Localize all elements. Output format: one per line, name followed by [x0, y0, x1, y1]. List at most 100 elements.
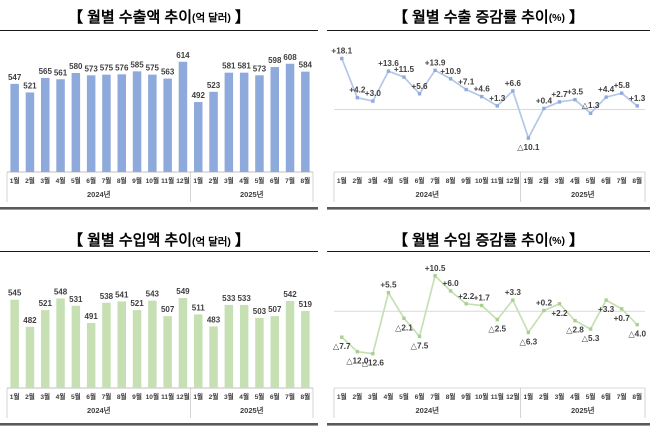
bar-value-label: 614: [176, 51, 190, 60]
bar-value-label: 575: [146, 64, 160, 73]
panel-bottom-rule: [327, 207, 650, 210]
bar-value-label: 547: [8, 73, 22, 82]
month-tick-label: 3월: [368, 176, 378, 185]
month-tick-label: 9월: [132, 176, 142, 185]
panel-export-amount: 【월별 수출액 추이 (억 달러)】 1월 2월 3월 4월 5월 6월 7월 8월 9월 10월 1…: [0, 0, 318, 212]
bar-value-label: 576: [115, 63, 129, 72]
month-tick-label: 2월: [25, 392, 35, 401]
point-value-label: +3.3: [505, 288, 522, 297]
line-marker: [355, 349, 360, 354]
export-amount-bar-chart: 1월 2월 3월 4월 5월 6월 7월 8월 9월 10월 11월 12월 1월 2월 3월 4월 5월 6월 7…: [0, 51, 318, 210]
point-value-label: △10.1: [517, 143, 540, 152]
point-value-label: △7.7: [333, 342, 351, 351]
month-tick-label: 12월: [176, 392, 189, 401]
year-group-label: 2025년: [571, 405, 595, 415]
line-marker: [542, 106, 546, 111]
bar-value-label: 533: [222, 294, 236, 303]
line-marker: [604, 95, 608, 99]
month-tick-label: 5월: [255, 392, 265, 401]
month-tick-label: 1월: [337, 392, 347, 401]
point-value-label: +10.5: [425, 264, 446, 273]
bar-value-label: 492: [192, 91, 206, 100]
point-value-label: +4.4: [598, 85, 615, 94]
bar-value-label: 541: [115, 290, 129, 299]
bar: [194, 314, 203, 388]
month-tick-label: 8월: [117, 176, 127, 185]
point-value-label: +13.6: [378, 59, 399, 68]
line-marker: [340, 335, 344, 339]
month-tick-label: 4월: [570, 176, 580, 185]
bar-value-label: 608: [283, 53, 297, 62]
month-tick-label: 6월: [270, 392, 280, 401]
month-tick-label: 8월: [632, 176, 642, 185]
bar: [148, 74, 157, 172]
month-tick-label: 7월: [102, 176, 112, 185]
point-value-label: +2.2: [458, 292, 475, 301]
bar-value-label: 538: [100, 292, 114, 301]
title-text: 월별 수입액 추이: [87, 232, 193, 249]
year-group-label: 2024년: [416, 405, 440, 415]
line-marker: [588, 327, 593, 331]
bar-value-label: 533: [237, 294, 251, 303]
title-unit: (%): [548, 235, 566, 247]
point-value-label: △12.6: [362, 359, 385, 368]
import-amount-bar-chart: 1월 2월 3월 4월 5월 6월 7월 8월 9월 10월 11월 12월 1월 2월 3월 4월 5월 6월 7…: [0, 287, 318, 426]
month-tick-label: 2월: [539, 392, 549, 401]
line-marker: [386, 69, 391, 73]
bar: [10, 83, 19, 172]
chart-title-import-amount: 【월별 수입액 추이 (억 달러)】: [0, 218, 318, 252]
point-value-label: +1.3: [629, 94, 646, 103]
month-tick-label: 11월: [161, 392, 174, 401]
bar: [25, 92, 35, 172]
title-bracket-open: 【: [392, 8, 408, 26]
bar: [163, 78, 172, 172]
point-value-label: △5.3: [582, 334, 600, 343]
line-marker: [526, 136, 531, 140]
month-tick-label: 8월: [446, 392, 456, 401]
line-marker: [511, 298, 515, 302]
month-tick-label: 5월: [71, 392, 81, 401]
line-marker: [635, 322, 639, 327]
panel-bottom-rule: [0, 423, 318, 426]
month-tick-label: 8월: [300, 176, 310, 185]
month-tick-label: 5월: [399, 176, 409, 185]
bar: [56, 298, 65, 388]
line-marker: [355, 96, 360, 100]
bar-value-label: 584: [299, 61, 313, 70]
bar-value-label: 483: [207, 315, 221, 324]
month-tick-label: 11월: [161, 176, 174, 185]
bar-value-label: 521: [130, 299, 144, 308]
month-tick-label: 5월: [71, 176, 81, 185]
month-tick-label: 10월: [146, 392, 159, 401]
line-marker: [371, 99, 375, 103]
point-value-label: +3.5: [567, 88, 584, 97]
bar: [41, 310, 50, 388]
year-group-label: 2024년: [416, 189, 440, 199]
point-value-label: +6.0: [443, 279, 460, 288]
month-tick-label: 6월: [86, 176, 96, 185]
bar-value-label: 573: [253, 64, 267, 73]
bar: [117, 301, 126, 388]
bar: [301, 71, 310, 172]
bar-value-label: 523: [207, 81, 221, 90]
bar: [285, 301, 295, 388]
point-value-label: △2.1: [395, 323, 413, 332]
line-marker: [448, 77, 453, 81]
month-tick-label: 10월: [475, 392, 488, 401]
month-tick-label: 2월: [539, 176, 549, 185]
bar: [41, 77, 50, 172]
line-marker: [619, 91, 624, 95]
bar: [301, 310, 310, 388]
month-tick-label: 4월: [56, 176, 66, 185]
year-group-label: 2025년: [571, 189, 595, 199]
bar: [25, 326, 35, 388]
title-bracket-close: 】: [234, 232, 250, 249]
bar: [132, 71, 142, 172]
month-tick-label: 5월: [399, 392, 409, 401]
point-value-label: +11.5: [394, 65, 415, 74]
bar: [224, 304, 234, 388]
month-tick-label: 8월: [632, 392, 642, 401]
month-tick-label: 7월: [430, 176, 440, 185]
month-tick-label: 1월: [193, 392, 203, 401]
